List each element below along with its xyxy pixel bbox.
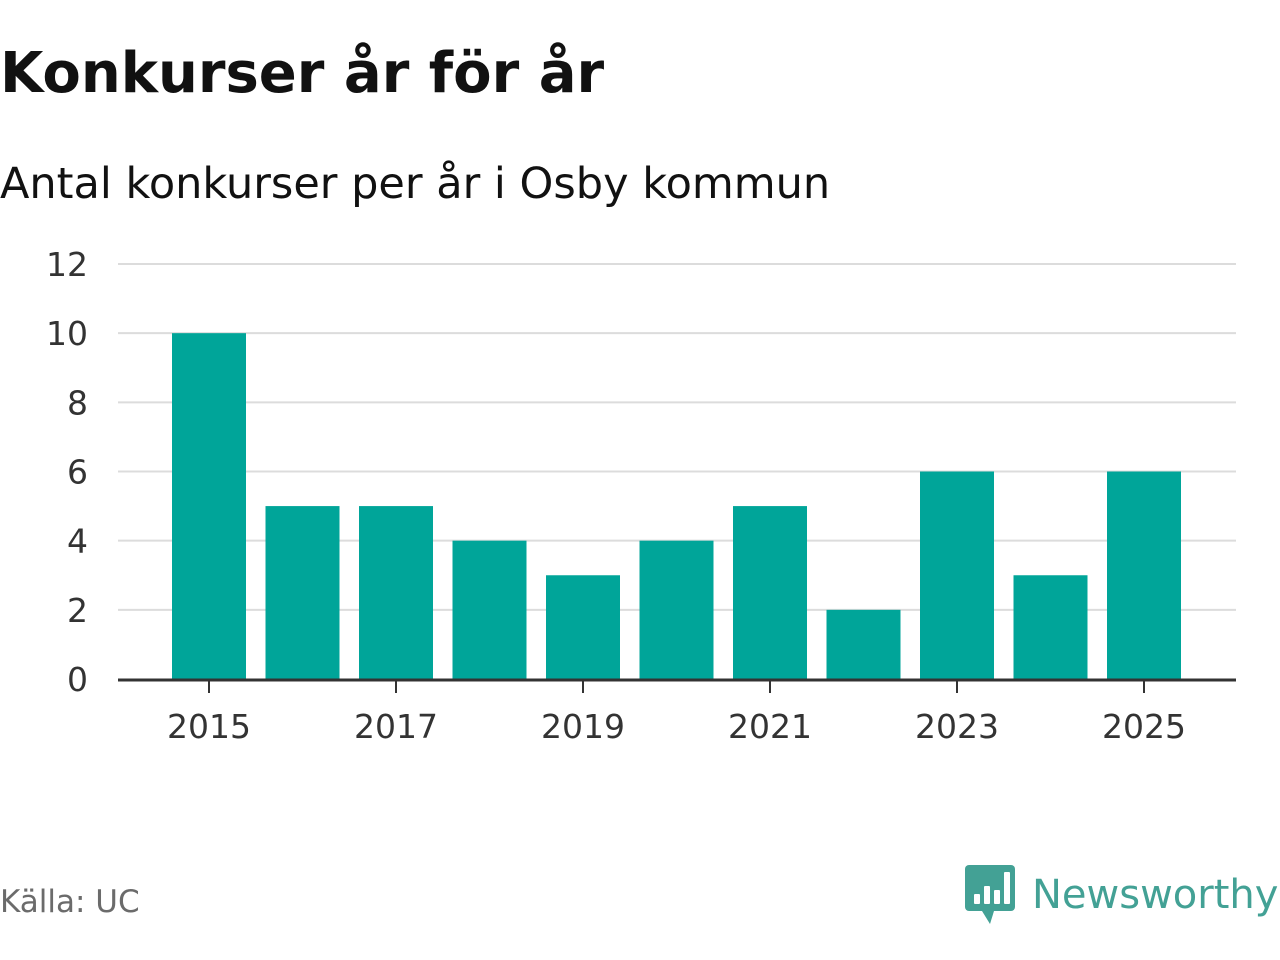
brand-logo: Newsworthy xyxy=(964,862,1278,928)
newsworthy-logo-icon xyxy=(965,865,1015,924)
bars xyxy=(172,333,1181,679)
bar-2019 xyxy=(546,575,620,679)
bar-2021 xyxy=(733,506,807,679)
x-axis: 2015 2017 2019 2021 2023 2025 xyxy=(118,678,1236,746)
x-tick-label: 2023 xyxy=(915,707,999,746)
x-tick-label: 2021 xyxy=(728,707,812,746)
y-tick-label: 8 xyxy=(67,383,88,422)
source-note: Källa: UC xyxy=(0,884,140,920)
y-tick-label: 0 xyxy=(67,660,88,699)
bar-2017 xyxy=(359,506,433,679)
bar-2020 xyxy=(639,540,714,679)
bar-2016 xyxy=(265,506,340,679)
y-tick-label: 12 xyxy=(46,245,88,284)
bar-2024 xyxy=(1013,575,1088,679)
x-tick-label: 2017 xyxy=(354,707,438,746)
x-tick-label: 2025 xyxy=(1102,707,1186,746)
y-tick-label: 2 xyxy=(67,591,88,630)
bar-2018 xyxy=(452,540,527,679)
bar-2025 xyxy=(1107,471,1181,679)
chart-title: Konkurser år för år xyxy=(0,41,605,106)
bar-2022 xyxy=(826,609,901,679)
y-tick-label: 6 xyxy=(67,453,88,492)
bar-2023 xyxy=(920,471,994,679)
y-tick-label: 4 xyxy=(67,522,88,561)
y-axis-labels: 0 2 4 6 8 10 12 xyxy=(46,245,88,699)
x-tick-label: 2015 xyxy=(167,707,251,746)
chart-subtitle: Antal konkurser per år i Osby kommun xyxy=(0,159,831,209)
y-tick-label: 10 xyxy=(46,314,88,353)
bar-2015 xyxy=(172,333,246,679)
x-tick-label: 2019 xyxy=(541,707,625,746)
brand-name: Newsworthy xyxy=(1032,872,1279,918)
